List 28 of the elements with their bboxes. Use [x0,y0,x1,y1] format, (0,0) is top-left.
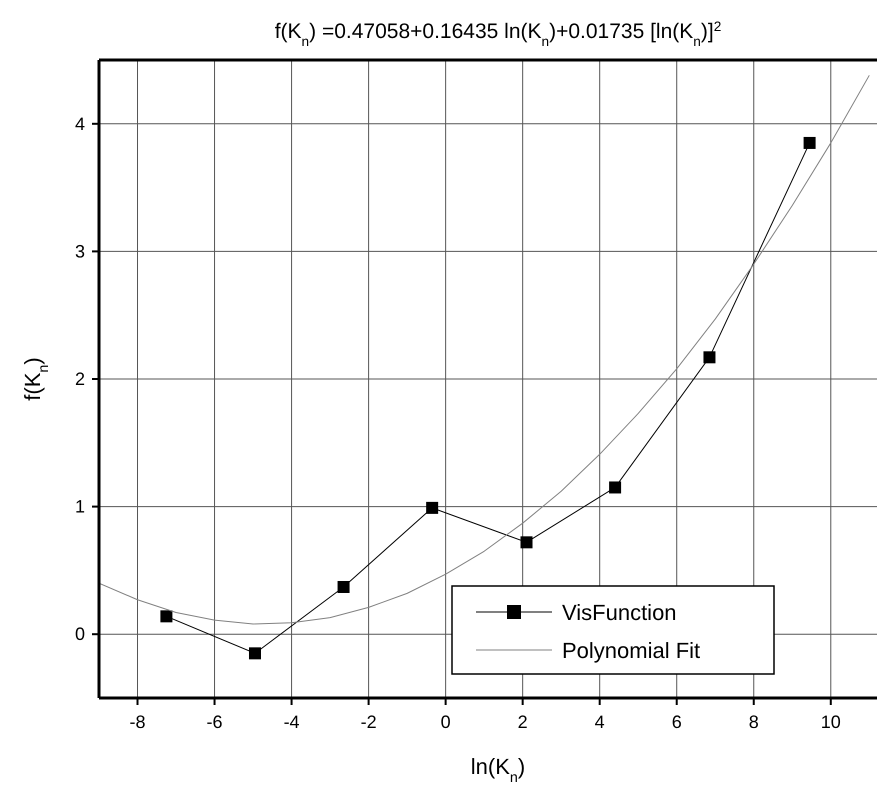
legend-label: Polynomial Fit [562,638,700,663]
x-tick-label: -6 [206,712,223,732]
point [248,647,261,660]
x-tick-label: -4 [284,712,300,732]
x-tick-label: 6 [672,712,682,732]
point [520,536,533,548]
x-tick-label: 8 [748,712,759,732]
chart-title: f(K$_{n}$) =0.47058+0.16435 ln(K$_{n}$)+0.01735 [ln(K$_{n}$)]$^{2}$ [274,18,722,48]
point [703,351,716,364]
point [426,502,438,514]
y-tick-label: 0 [74,624,85,644]
y-tick-label: 1 [74,496,85,517]
y-tick-label: 2 [74,369,85,389]
x-tick-label: -2 [360,712,377,732]
x-tick-label: -8 [130,712,146,732]
point [804,136,816,149]
point [338,580,350,593]
y-tick-label: 4 [74,114,85,134]
x-tick-label: 2 [518,712,528,732]
y-tick-label: 3 [74,241,85,262]
point [609,481,622,494]
x-tick-label: 0 [440,712,451,732]
x-axis-title: ln(K$_{n}$) [470,754,526,786]
line-series [99,74,870,624]
x-tick-label: 4 [594,712,605,732]
point [160,610,172,622]
x-tick-label: 10 [820,712,841,732]
legend-label: VisFunction [562,600,677,625]
